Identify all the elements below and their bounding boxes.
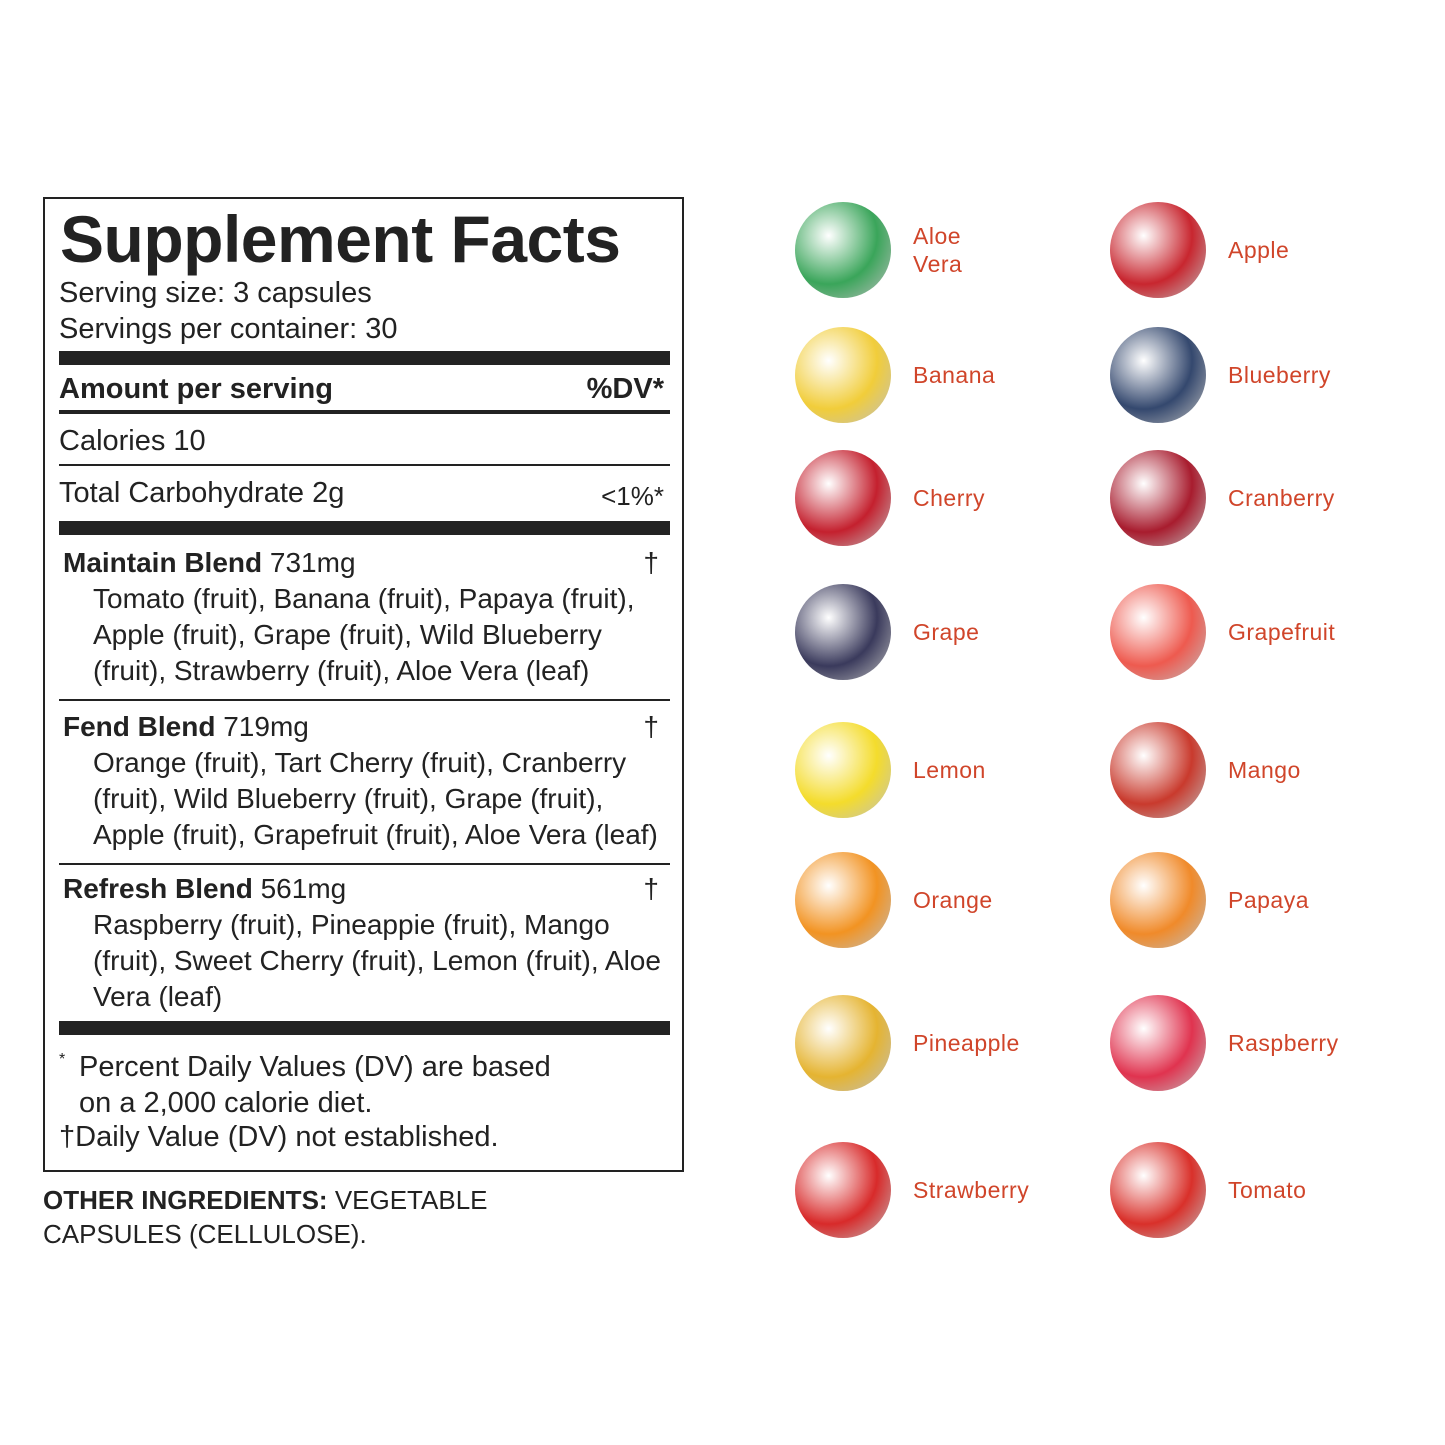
tomato-image-icon <box>1110 1142 1206 1238</box>
pineapple-image-icon <box>795 995 891 1091</box>
apple-image-icon <box>1110 202 1206 298</box>
fruit-cherry: Cherry <box>795 450 985 546</box>
fruit-blueberry: Blueberry <box>1110 327 1331 423</box>
blend-name: Maintain Blend <box>63 547 263 578</box>
panel-title: Supplement Facts <box>60 202 621 276</box>
total-carbohydrate: Total Carbohydrate 2g <box>59 477 345 509</box>
blend-amount: 561mg <box>260 873 347 904</box>
fruit-papaya: Papaya <box>1110 852 1309 948</box>
fruit-label: Cranberry <box>1228 485 1335 511</box>
dv-header: %DV* <box>586 373 664 405</box>
blend-amount: 731mg <box>269 547 356 578</box>
fruit-label: Blueberry <box>1228 362 1331 388</box>
fruit-label: Aloe Vera <box>913 223 963 277</box>
fruit-label: Banana <box>913 362 996 388</box>
mango-image-icon <box>1110 722 1206 818</box>
footnote-dagger: †Daily Value (DV) not established. <box>59 1121 499 1153</box>
footnote-mark: * <box>59 1051 66 1068</box>
fruit-mango: Mango <box>1110 722 1301 818</box>
blend-name: Refresh Blend <box>63 873 253 904</box>
grapefruit-image-icon <box>1110 584 1206 680</box>
supplement-facts-panel: Supplement Facts Serving size: 3 capsule… <box>43 197 684 1172</box>
fruit-label: Lemon <box>913 757 986 783</box>
fend-blend: Fend Blend 719mg † Orange (fruit), Tart … <box>63 709 663 853</box>
cranberry-image-icon <box>1110 450 1206 546</box>
blend-dv: † <box>643 873 659 904</box>
fruit-label: Strawberry <box>913 1177 1030 1203</box>
refresh-blend: Refresh Blend 561mg † Raspberry (fruit),… <box>63 871 663 1015</box>
fruit-label: Orange <box>913 887 993 913</box>
fruit-label: Grapefruit <box>1228 619 1336 645</box>
orange-image-icon <box>795 852 891 948</box>
blend-dv: † <box>643 547 659 578</box>
aloe-vera-image-icon <box>795 202 891 298</box>
calories: Calories 10 <box>59 425 206 457</box>
fruit-label: Mango <box>1228 757 1301 783</box>
divider <box>59 699 670 701</box>
blend-ingredients: Orange (fruit), Tart Cherry (fruit), Cra… <box>93 747 658 850</box>
divider-thick <box>59 521 670 535</box>
blueberry-image-icon <box>1110 327 1206 423</box>
divider <box>59 863 670 865</box>
fruit-strawberry: Strawberry <box>795 1142 1029 1238</box>
fruit-cranberry: Cranberry <box>1110 450 1335 546</box>
other-ingredients: OTHER INGREDIENTS: VEGETABLE CAPSULES (C… <box>43 1183 563 1251</box>
cherry-image-icon <box>795 450 891 546</box>
fruit-label: Papaya <box>1228 887 1310 913</box>
fruit-label: Raspberry <box>1228 1030 1339 1056</box>
blend-name: Fend Blend <box>63 711 216 742</box>
fruit-label: Tomato <box>1228 1177 1307 1203</box>
strawberry-image-icon <box>795 1142 891 1238</box>
lemon-image-icon <box>795 722 891 818</box>
fruit-grapefruit: Grapefruit <box>1110 584 1335 680</box>
maintain-blend: Maintain Blend 731mg † Tomato (fruit), B… <box>63 545 663 689</box>
footnote-dv: Percent Daily Values (DV) are based on a… <box>79 1051 551 1119</box>
blend-amount: 719mg <box>223 711 309 742</box>
fruit-label: Apple <box>1228 237 1290 263</box>
fruit-tomato: Tomato <box>1110 1142 1306 1238</box>
fruit-apple: Apple <box>1110 202 1289 298</box>
fruit-aloe-vera: Aloe Vera <box>795 202 962 298</box>
divider <box>59 410 670 414</box>
serving-size: Serving size: 3 capsules <box>59 277 372 309</box>
blend-ingredients: Raspberry (fruit), Pineappie (fruit), Ma… <box>93 909 661 1012</box>
fruit-label: Pineapple <box>913 1030 1020 1056</box>
servings-per-container: Servings per container: 30 <box>59 313 398 345</box>
fruit-label: Cherry <box>913 485 986 511</box>
amount-header: Amount per serving <box>59 373 333 405</box>
carbohydrate-dv: <1%* <box>601 481 664 511</box>
fruit-label: Grape <box>913 619 980 645</box>
divider <box>59 464 670 466</box>
grape-image-icon <box>795 584 891 680</box>
blend-ingredients: Tomato (fruit), Banana (fruit), Papaya (… <box>93 583 635 686</box>
raspberry-image-icon <box>1110 995 1206 1091</box>
banana-image-icon <box>795 327 891 423</box>
fruit-pineapple: Pineapple <box>795 995 1020 1091</box>
fruit-grape: Grape <box>795 584 979 680</box>
fruit-banana: Banana <box>795 327 995 423</box>
divider-thick <box>59 351 670 365</box>
divider-thick <box>59 1021 670 1035</box>
blend-dv: † <box>643 711 659 742</box>
other-ingredients-value: VEGETABLE CAPSULES (CELLULOSE). <box>43 1185 488 1249</box>
fruit-lemon: Lemon <box>795 722 986 818</box>
fruit-raspberry: Raspberry <box>1110 995 1339 1091</box>
fruit-orange: Orange <box>795 852 993 948</box>
papaya-image-icon <box>1110 852 1206 948</box>
other-ingredients-label: OTHER INGREDIENTS: <box>43 1185 328 1215</box>
